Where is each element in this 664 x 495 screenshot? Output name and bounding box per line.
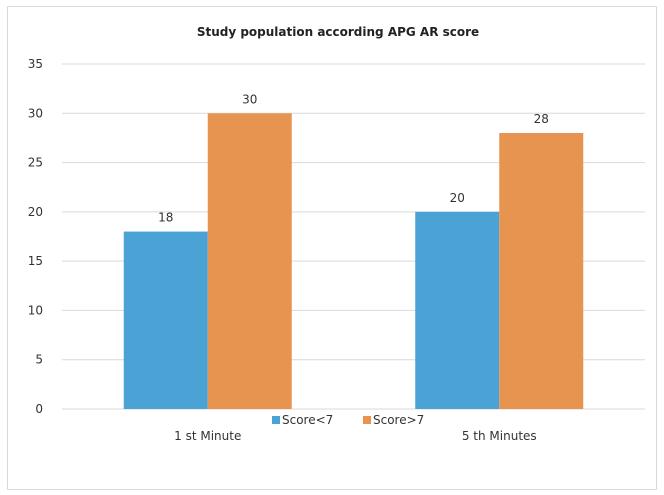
- legend-label: Score>7: [373, 413, 424, 427]
- data-label: 30: [242, 92, 257, 106]
- y-tick-label: 5: [35, 353, 43, 367]
- y-tick-label: 25: [28, 156, 43, 170]
- bar: [123, 231, 208, 409]
- y-tick-label: 0: [35, 402, 43, 416]
- data-label: 28: [534, 112, 549, 126]
- bar: [207, 113, 292, 410]
- data-label: 18: [158, 211, 173, 225]
- y-axis-ticks: 0 5 10 15 20 25 30 35: [28, 57, 43, 416]
- y-tick-label: 10: [28, 303, 43, 317]
- legend-swatch: [363, 416, 371, 424]
- y-tick-label: 15: [28, 254, 43, 268]
- legend-swatch: [272, 416, 280, 424]
- category-label: 5 th Minutes: [462, 429, 537, 443]
- data-labels: 18 30 20 28: [158, 92, 549, 224]
- data-label: 20: [450, 191, 465, 205]
- legend-label: Score<7: [282, 413, 333, 427]
- y-tick-label: 20: [28, 205, 43, 219]
- legend: Score<7 Score>7: [272, 413, 424, 427]
- y-tick-label: 35: [28, 57, 43, 71]
- bar: [415, 211, 500, 409]
- category-label: 1 st Minute: [174, 429, 241, 443]
- chart-title: Study population according APG AR score: [197, 25, 479, 39]
- category-labels: 1 st Minute 5 th Minutes: [174, 429, 537, 443]
- bars: [123, 113, 584, 410]
- bar: [499, 133, 584, 409]
- y-tick-label: 30: [28, 106, 43, 120]
